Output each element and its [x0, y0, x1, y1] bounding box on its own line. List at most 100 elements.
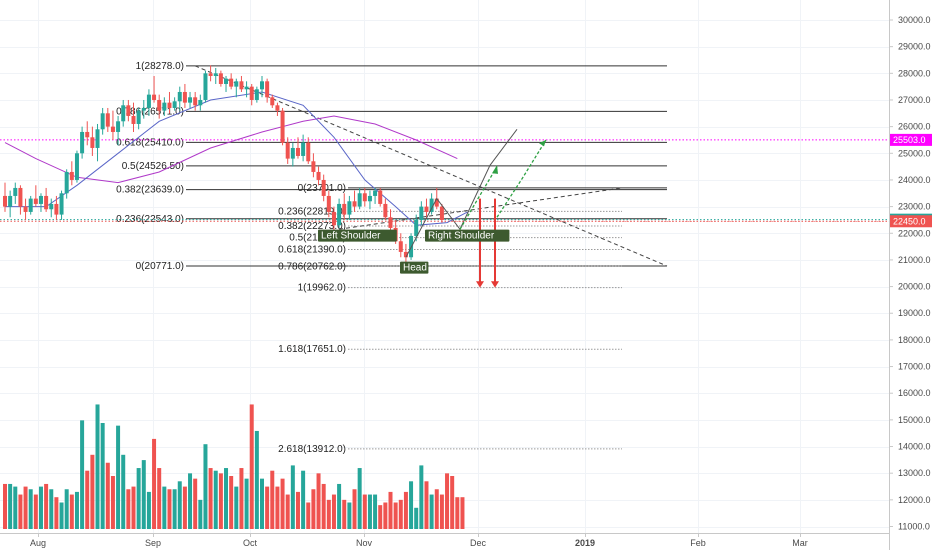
candle-body — [100, 113, 105, 130]
fib-level-label: 0.618(21390.0) — [278, 245, 346, 256]
candle — [90, 126, 95, 156]
volume-bar — [198, 499, 203, 529]
candle-body — [64, 171, 69, 194]
candle — [193, 91, 198, 111]
candle — [244, 81, 249, 98]
candle-body — [80, 131, 85, 154]
candle-body — [90, 137, 95, 148]
volume-bar — [208, 468, 213, 529]
candle — [260, 75, 264, 98]
fib-level-label: 0.5(21836.0) — [289, 233, 346, 244]
candle — [3, 182, 7, 212]
candle-body — [157, 99, 162, 111]
candle — [234, 78, 239, 98]
projection-arrowhead — [539, 139, 546, 147]
volume-bar — [126, 489, 131, 529]
volume-bar — [23, 486, 28, 529]
fib-level-label: 2.618(13912.0) — [278, 444, 346, 455]
candle-body — [424, 206, 429, 212]
candle-body — [373, 190, 378, 196]
volume-bar — [311, 489, 316, 529]
candle — [188, 91, 193, 108]
candle-body — [59, 193, 64, 215]
candle — [424, 198, 429, 218]
x-tick-label: Aug — [30, 538, 46, 548]
candle — [80, 126, 85, 159]
y-tick-label: 29000.0 — [898, 42, 931, 52]
y-tick-label: 23000.0 — [898, 202, 931, 212]
volume-bar — [44, 483, 49, 529]
candle — [254, 86, 259, 103]
volume-bar — [301, 470, 306, 529]
volume-bar — [295, 491, 300, 529]
candle — [275, 102, 280, 116]
candle-body — [429, 198, 434, 212]
candle-body — [224, 78, 229, 84]
candle-body — [249, 86, 254, 100]
candle — [398, 233, 403, 258]
candle — [311, 153, 316, 178]
volume-bar — [224, 468, 229, 529]
projection-green-path — [496, 139, 547, 218]
candle — [265, 78, 270, 103]
volume-bar — [141, 460, 146, 529]
pattern-label-bg — [318, 229, 397, 242]
y-tick-label: 19000.0 — [898, 308, 931, 318]
candle — [146, 89, 151, 116]
candle — [110, 110, 115, 140]
candle-body — [218, 73, 223, 84]
x-tick-label: Mar — [792, 538, 808, 548]
candle-body — [126, 105, 131, 116]
candle-body — [146, 94, 151, 108]
candle — [85, 121, 90, 146]
pattern-labels: Left Shoulder Head Right Shoulder — [318, 229, 510, 274]
candle-body — [414, 219, 419, 236]
candle-body — [378, 190, 383, 204]
candle-body — [244, 86, 249, 90]
volume-bar — [347, 502, 352, 529]
volume-bar — [54, 497, 59, 529]
volume-bar — [182, 486, 187, 529]
candle — [321, 174, 326, 202]
volume-bar — [326, 499, 331, 529]
volume-bar — [188, 473, 193, 529]
candle-body — [95, 129, 100, 148]
price-tag-bg — [890, 133, 932, 146]
candle-body — [270, 97, 275, 106]
candle-body — [44, 195, 49, 210]
price-axis[interactable]: 30000.0 29000.0 28000.0 27000.0 26000.0 25000… — [889, 15, 931, 532]
candle — [208, 65, 213, 82]
volume-bar — [172, 489, 177, 529]
pattern-label: Left Shoulder — [318, 229, 397, 242]
ma-fast-line — [5, 91, 468, 226]
volume-bar — [100, 423, 105, 529]
candle-body — [38, 195, 43, 204]
candle-body — [105, 113, 110, 127]
x-tick-label: 2019 — [575, 538, 595, 548]
volume-bar — [131, 486, 136, 529]
volume-bar — [306, 502, 311, 529]
time-axis[interactable]: Aug Sep Oct Nov Dec 2019 Feb Mar — [30, 533, 808, 548]
volume-bar — [136, 468, 141, 529]
volume-bar — [146, 491, 151, 529]
candle — [136, 107, 141, 130]
candle-body — [352, 201, 357, 207]
candle — [316, 166, 321, 186]
candle-body — [388, 217, 393, 228]
fib-level-label: 1(19962.0) — [298, 283, 346, 294]
fib-level-label: 0.5(24526.50) — [122, 161, 184, 172]
y-tick-label: 22000.0 — [898, 228, 931, 238]
candle — [285, 137, 290, 164]
candle — [352, 190, 357, 212]
candle — [100, 107, 105, 135]
candle — [331, 206, 336, 231]
y-tick-label: 15000.0 — [898, 415, 931, 425]
volume-bar — [74, 491, 79, 529]
fib-level-label: 0.236(22543.0) — [116, 214, 184, 225]
candle-body — [131, 115, 136, 124]
candle-body — [85, 131, 90, 138]
candle-body — [403, 251, 408, 258]
volume-bar — [373, 494, 378, 529]
fib-level-label: 1.618(17651.0) — [278, 344, 346, 355]
